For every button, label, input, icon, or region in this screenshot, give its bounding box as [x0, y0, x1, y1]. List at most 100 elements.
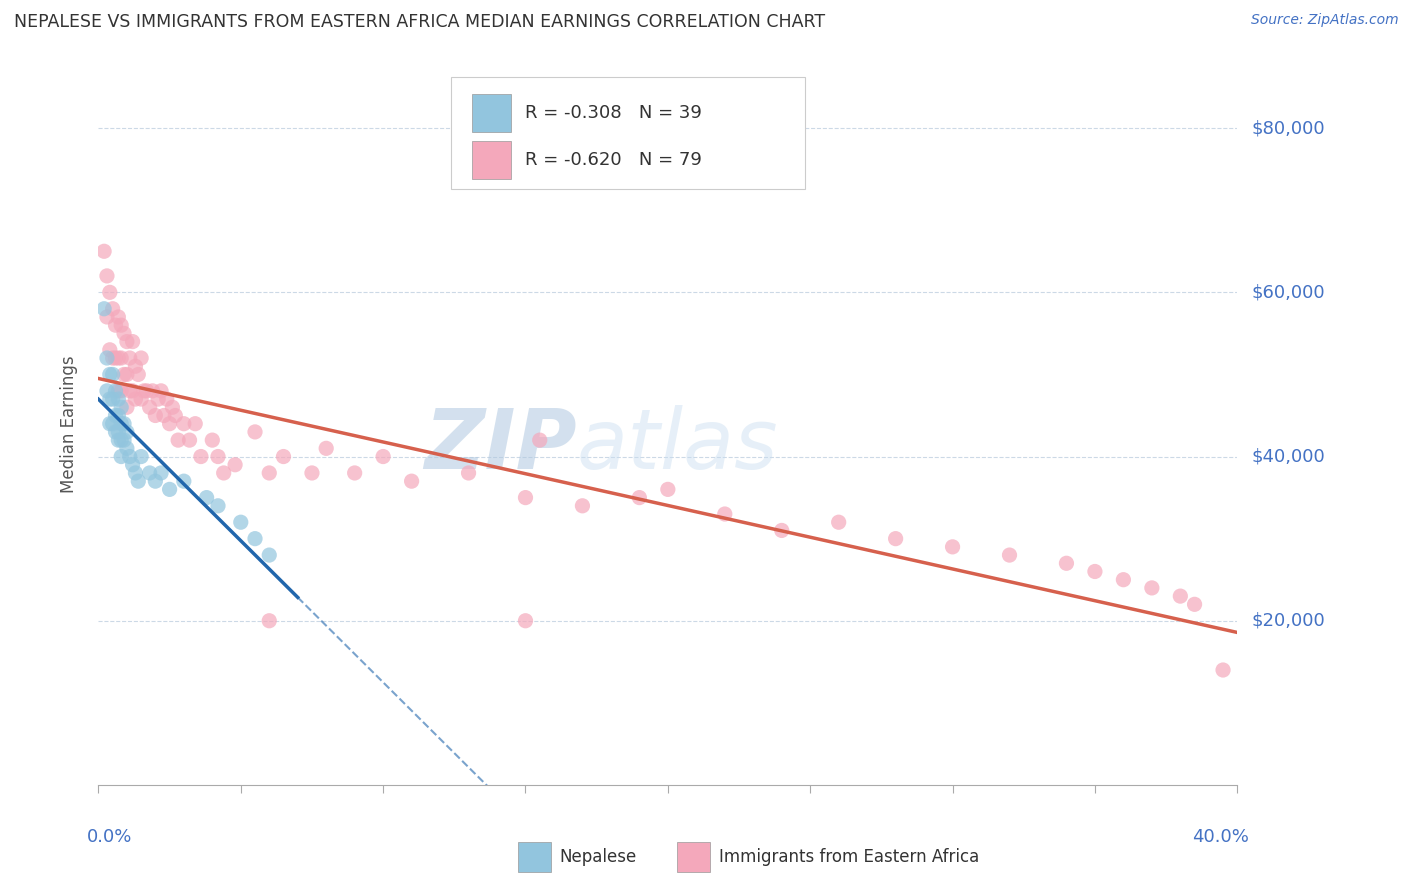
Point [121, 458, 143, 472]
Point [107, 409, 129, 423]
Point [195, 491, 218, 505]
Point [373, 450, 395, 464]
Text: R = -0.308   N = 39: R = -0.308 N = 39 [526, 104, 703, 122]
Point [243, 532, 266, 546]
Point [101, 392, 124, 406]
Point [1170, 589, 1192, 603]
Point [153, 409, 176, 423]
Text: 0.0%: 0.0% [87, 829, 132, 847]
Text: Immigrants from Eastern Africa: Immigrants from Eastern Africa [718, 848, 980, 866]
Point [112, 326, 135, 341]
Point [110, 384, 132, 398]
Text: $80,000: $80,000 [1251, 120, 1324, 137]
Point [127, 368, 149, 382]
FancyBboxPatch shape [451, 77, 804, 189]
Text: Nepalese: Nepalese [560, 848, 637, 866]
Point [301, 466, 323, 480]
Point [150, 384, 173, 398]
Point [124, 392, 146, 406]
Point [259, 548, 281, 562]
Point [129, 351, 152, 365]
Point [118, 384, 141, 398]
Point [770, 524, 793, 538]
Point [190, 450, 212, 464]
Y-axis label: Median Earnings: Median Earnings [59, 355, 77, 492]
Point [135, 384, 157, 398]
Point [1184, 598, 1206, 612]
Point [628, 491, 651, 505]
Text: ZIP: ZIP [425, 405, 576, 486]
Text: R = -0.620   N = 79: R = -0.620 N = 79 [526, 151, 703, 169]
Point [207, 499, 229, 513]
Point [96, 384, 118, 398]
Point [98, 343, 121, 357]
Text: $20,000: $20,000 [1251, 612, 1324, 630]
Point [115, 334, 138, 349]
Text: NEPALESE VS IMMIGRANTS FROM EASTERN AFRICA MEDIAN EARNINGS CORRELATION CHART: NEPALESE VS IMMIGRANTS FROM EASTERN AFRI… [14, 13, 825, 31]
FancyBboxPatch shape [472, 141, 510, 178]
Point [107, 392, 129, 406]
Point [115, 368, 138, 382]
Point [121, 334, 143, 349]
Point [224, 458, 246, 472]
Point [159, 417, 181, 431]
Point [1056, 556, 1078, 570]
Point [104, 351, 127, 365]
Point [101, 351, 124, 365]
Point [145, 474, 167, 488]
Point [104, 384, 127, 398]
Point [207, 450, 229, 464]
Point [115, 425, 138, 439]
Point [343, 466, 366, 480]
Point [104, 409, 127, 423]
Point [657, 483, 679, 497]
Point [110, 433, 132, 447]
Point [273, 450, 295, 464]
Point [110, 450, 132, 464]
Point [828, 515, 851, 529]
FancyBboxPatch shape [472, 95, 510, 132]
Point [118, 351, 141, 365]
Point [259, 466, 281, 480]
Text: Source: ZipAtlas.com: Source: ZipAtlas.com [1251, 13, 1399, 28]
Point [515, 614, 537, 628]
Point [124, 466, 146, 480]
Point [884, 532, 907, 546]
Point [98, 417, 121, 431]
Point [96, 351, 118, 365]
Point [229, 515, 252, 529]
Point [184, 417, 207, 431]
Point [165, 409, 187, 423]
Point [529, 433, 551, 447]
Point [98, 368, 121, 382]
Point [243, 425, 266, 439]
Point [162, 401, 184, 415]
Point [127, 474, 149, 488]
Point [259, 614, 281, 628]
Point [1112, 573, 1135, 587]
Point [112, 368, 135, 382]
Point [107, 351, 129, 365]
Point [121, 384, 143, 398]
Point [515, 491, 537, 505]
Text: 40.0%: 40.0% [1192, 829, 1249, 847]
Point [167, 433, 190, 447]
Point [115, 442, 138, 456]
Point [93, 301, 115, 316]
Point [315, 442, 337, 456]
Point [98, 392, 121, 406]
Point [173, 417, 195, 431]
Point [129, 392, 152, 406]
Point [104, 318, 127, 333]
Point [110, 401, 132, 415]
Point [107, 310, 129, 324]
Point [112, 417, 135, 431]
Point [1212, 663, 1234, 677]
Point [148, 392, 170, 406]
Point [156, 392, 179, 406]
Point [115, 401, 138, 415]
Point [129, 450, 152, 464]
Point [101, 368, 124, 382]
Text: $40,000: $40,000 [1251, 448, 1324, 466]
FancyBboxPatch shape [676, 842, 710, 872]
